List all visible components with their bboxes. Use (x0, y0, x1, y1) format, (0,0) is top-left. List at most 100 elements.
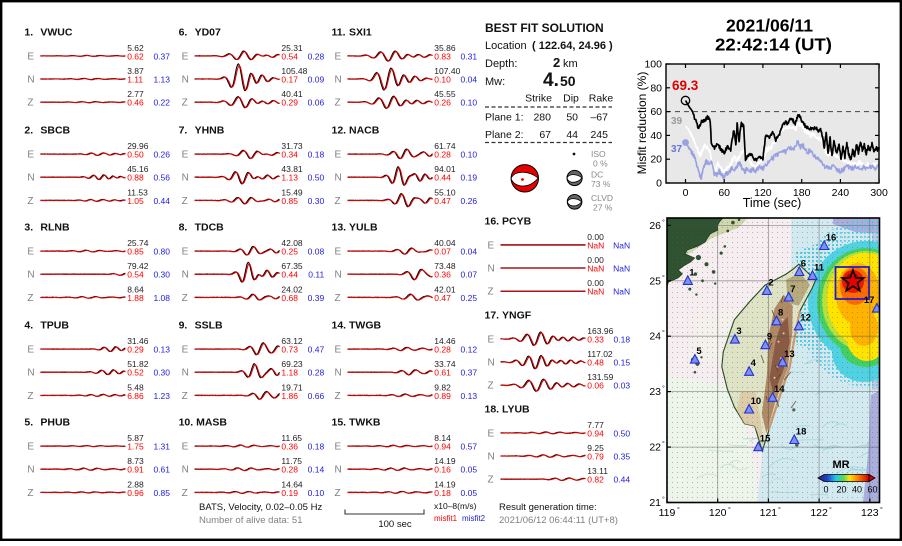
svg-text:67.35: 67.35 (281, 261, 303, 271)
svg-text:E: E (488, 428, 495, 439)
svg-text:0.56: 0.56 (153, 173, 170, 183)
svg-text:1.05: 1.05 (127, 196, 144, 206)
svg-text:40.04: 40.04 (434, 238, 456, 248)
svg-text:Z: Z (335, 488, 341, 499)
svg-text:0.06: 0.06 (587, 381, 604, 391)
svg-text:0.30: 0.30 (153, 270, 170, 280)
svg-text:94.01: 94.01 (434, 164, 456, 174)
svg-text:0.89: 0.89 (434, 391, 451, 401)
svg-text:1.18: 1.18 (281, 368, 298, 378)
svg-text:107.40: 107.40 (434, 66, 460, 76)
svg-text:YULB: YULB (349, 222, 378, 234)
svg-text:123: 123 (861, 507, 879, 519)
svg-text:°: ° (662, 496, 665, 504)
svg-text:Z: Z (27, 488, 33, 499)
svg-text:7.77: 7.77 (587, 420, 604, 430)
svg-text:0.28: 0.28 (434, 150, 451, 160)
svg-text:N: N (488, 263, 495, 274)
svg-text:1.88: 1.88 (127, 293, 144, 303)
svg-text:0.13: 0.13 (153, 345, 170, 355)
svg-text:0.48: 0.48 (587, 358, 604, 368)
svg-text:NaN: NaN (587, 240, 604, 250)
svg-text:35.86: 35.86 (434, 43, 456, 53)
svg-text:1.23: 1.23 (153, 391, 170, 401)
svg-text:2: 2 (553, 55, 560, 70)
svg-text:N: N (335, 465, 342, 476)
svg-text:N: N (182, 368, 189, 379)
svg-text:7: 7 (790, 284, 795, 295)
svg-text:0.05: 0.05 (461, 465, 478, 475)
svg-text:SBCB: SBCB (40, 125, 70, 137)
svg-text:2.77: 2.77 (127, 89, 144, 99)
svg-text:Z: Z (182, 293, 188, 304)
svg-text:0.18: 0.18 (308, 442, 325, 452)
svg-text:29.96: 29.96 (127, 141, 149, 151)
svg-text:0.61: 0.61 (434, 368, 451, 378)
svg-text:Z: Z (488, 475, 494, 486)
svg-text:39: 39 (671, 116, 683, 127)
svg-text:8.14: 8.14 (434, 433, 451, 443)
svg-text:TWKB: TWKB (349, 417, 381, 429)
svg-text:8.: 8. (179, 222, 188, 234)
svg-text:5.62: 5.62 (127, 43, 144, 53)
svg-text:0.28: 0.28 (308, 368, 325, 378)
svg-text:N: N (182, 173, 189, 184)
svg-text:E: E (27, 150, 34, 161)
svg-text:Z: Z (335, 98, 341, 109)
svg-text:55.10: 55.10 (434, 187, 456, 197)
svg-text:0.19: 0.19 (461, 173, 478, 183)
svg-text:0 %: 0 % (593, 159, 608, 169)
svg-text:1.08: 1.08 (153, 293, 170, 303)
svg-text:Z: Z (335, 293, 341, 304)
svg-text:8.64: 8.64 (127, 284, 144, 294)
svg-text:N: N (27, 173, 34, 184)
svg-text:2021/06/11: 2021/06/11 (726, 16, 813, 36)
svg-text:0.46: 0.46 (127, 98, 144, 108)
svg-text:E: E (335, 51, 342, 62)
svg-text:0.22: 0.22 (153, 98, 170, 108)
svg-text:0.28: 0.28 (308, 51, 325, 61)
svg-text:YD07: YD07 (195, 26, 221, 38)
svg-text:9.25: 9.25 (587, 443, 604, 453)
svg-text:0.13: 0.13 (461, 391, 478, 401)
svg-text:0: 0 (823, 485, 828, 495)
svg-text:0.37: 0.37 (461, 368, 478, 378)
svg-text:0: 0 (683, 187, 689, 199)
svg-text:BATS, Velocity, 0.02–0.05 Hz: BATS, Velocity, 0.02–0.05 Hz (199, 502, 322, 513)
svg-text:0.00: 0.00 (587, 255, 604, 265)
svg-text:x10–8(m/s): x10–8(m/s) (434, 501, 477, 511)
svg-text:14.46: 14.46 (434, 336, 456, 346)
svg-text:180: 180 (793, 187, 811, 199)
svg-text:Depth:: Depth: (485, 58, 517, 70)
svg-text:2.: 2. (24, 125, 33, 137)
svg-text:27 %: 27 % (593, 203, 613, 213)
svg-text:120: 120 (754, 187, 772, 199)
svg-text:RLNB: RLNB (40, 222, 70, 234)
svg-text:Z: Z (27, 196, 33, 207)
svg-text:13.: 13. (332, 222, 347, 234)
svg-text:9: 9 (767, 332, 772, 343)
svg-text:121: 121 (760, 507, 778, 519)
svg-text:131.59: 131.59 (587, 372, 613, 382)
svg-text:N: N (27, 270, 34, 281)
svg-text:°: ° (662, 385, 665, 393)
svg-text:N: N (182, 465, 189, 476)
svg-text:0.68: 0.68 (281, 293, 298, 303)
svg-text:0.26: 0.26 (461, 196, 478, 206)
svg-text:117.02: 117.02 (587, 349, 613, 359)
svg-text:2021/06/12 06:44:11 (UT+8): 2021/06/12 06:44:11 (UT+8) (499, 515, 618, 526)
svg-text:0.94: 0.94 (434, 442, 451, 452)
svg-text:11.65: 11.65 (281, 433, 302, 443)
svg-text:E: E (182, 247, 189, 258)
svg-text:25: 25 (649, 275, 661, 287)
svg-text:Z: Z (335, 196, 341, 207)
svg-text:0.57: 0.57 (461, 442, 478, 452)
svg-text:0.08: 0.08 (308, 247, 325, 257)
svg-text:N: N (27, 465, 34, 476)
svg-text:5.: 5. (24, 417, 33, 429)
svg-text:0.85: 0.85 (153, 488, 170, 498)
svg-text:40: 40 (650, 130, 662, 142)
svg-text:12: 12 (800, 313, 811, 324)
svg-text:0.03: 0.03 (614, 381, 631, 391)
svg-text:6: 6 (801, 258, 806, 269)
